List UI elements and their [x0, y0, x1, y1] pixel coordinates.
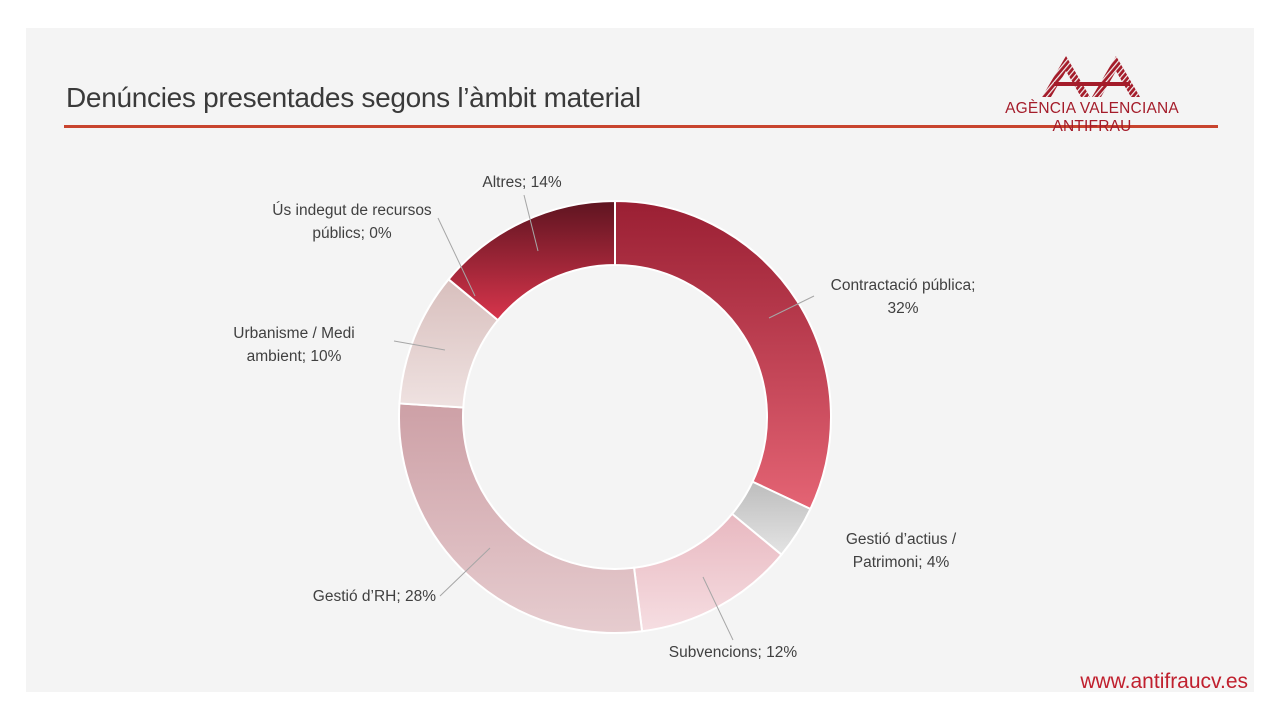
slice-gestio-d-rh[interactable] — [398, 402, 644, 634]
leader-line-urbanisme-medi-ambient — [393, 340, 446, 351]
leader-line-gestio-d-rh — [439, 547, 491, 597]
doughnut-ring — [398, 199, 832, 634]
leader-line-altres — [523, 194, 539, 252]
logo-mark-icon — [1042, 56, 1140, 97]
data-label-contractacio-publica: Contractació pública; 32% — [831, 277, 976, 317]
slice-altres[interactable] — [447, 199, 616, 322]
leader-line-contractacio-publica — [768, 295, 815, 319]
data-label-gestio-d-rh: Gestió d’RH; 28% — [313, 588, 436, 605]
title-underline — [64, 125, 1218, 128]
data-labels: Contractació pública; 32% Gestió d’actius … — [233, 174, 975, 661]
agency-name: AGÈNCIA VALENCIANA ANTIFRAU — [1005, 100, 1179, 135]
website-link[interactable]: www.antifraucv.es — [1080, 670, 1248, 693]
slice-contractacio-publica[interactable] — [614, 199, 832, 511]
page-title: Denúncies presentades segons l’àmbit mat… — [66, 82, 641, 113]
data-label-urbanisme-medi-ambient: Urbanisme / Medi ambient; 10% — [233, 325, 354, 365]
data-label-gestio-d-actius-patrimoni: Gestió d’actius / Patrimoni; 4% — [846, 531, 957, 571]
leader-line-subvencions — [702, 576, 734, 641]
data-label-altres: Altres; 14% — [482, 174, 561, 191]
leader-line-us-indegut-de-recursos-publics — [437, 217, 476, 297]
agency-logo: AGÈNCIA VALENCIANA ANTIFRAU — [966, 54, 1218, 135]
data-label-us-indegut-de-recursos-publics: Ús indegut de recursos públics; 0% — [272, 202, 432, 242]
data-label-subvencions: Subvencions; 12% — [669, 644, 798, 661]
